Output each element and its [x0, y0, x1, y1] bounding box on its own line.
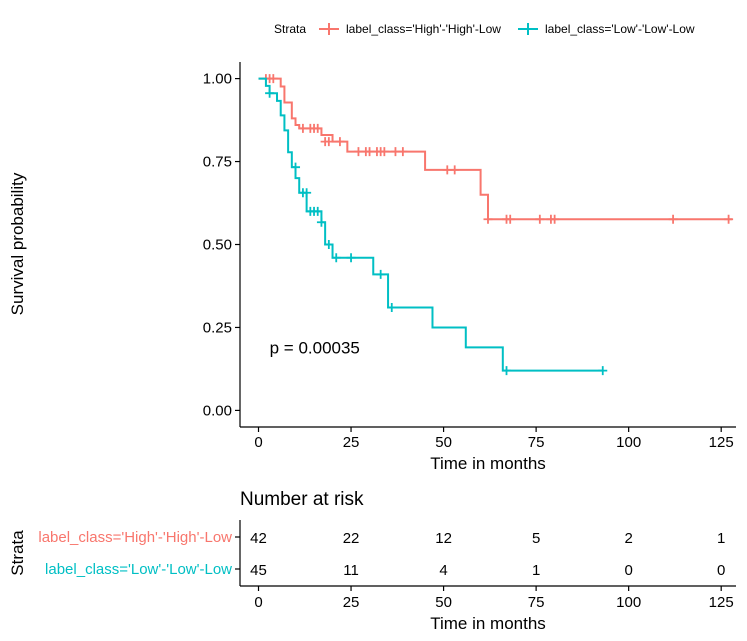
y-axis-title: Survival probability [8, 172, 27, 315]
risk-x-tick-label: 75 [528, 594, 545, 611]
x-tick-label: 100 [616, 434, 641, 451]
survival-curves [258, 74, 734, 376]
x-tick-label: 0 [254, 434, 262, 451]
censor-mark [502, 366, 512, 376]
legend-label-high: label_class='High'-'High'-Low [346, 22, 501, 36]
risk-x-ticks: 0 25 50 75 100 125 [254, 586, 734, 611]
censor-mark [265, 88, 275, 98]
legend-key-low [518, 23, 538, 35]
censor-mark [313, 123, 323, 133]
risk-count: 5 [532, 530, 540, 547]
censor-mark [324, 137, 334, 147]
risk-row-label: label_class='Low'-'Low'-Low [45, 561, 232, 578]
risk-count: 42 [250, 530, 267, 547]
censor-mark [668, 214, 678, 224]
risk-x-axis-title: Time in months [430, 614, 546, 633]
censor-mark [398, 147, 408, 157]
risk-x-tick-label: 0 [254, 594, 262, 611]
risk-table: Number at risk label_class='High'-'High'… [8, 489, 736, 633]
p-value-annotation: p = 0.00035 [270, 338, 360, 357]
censor-mark [376, 269, 386, 279]
censor-mark [331, 253, 341, 263]
risk-count: 2 [624, 530, 632, 547]
censor-mark [550, 214, 560, 224]
risk-x-tick-label: 50 [435, 594, 452, 611]
risk-count: 11 [343, 562, 359, 579]
x-tick-label: 75 [528, 434, 545, 451]
censor-mark [450, 165, 460, 175]
censor-mark [724, 214, 734, 224]
y-tick-label: 0.00 [203, 402, 232, 419]
legend-label-low: label_class='Low'-'Low'-Low [545, 22, 695, 36]
censor-mark [313, 206, 323, 216]
legend: Strata label_class='High'-'High'-Low lab… [274, 22, 695, 36]
censor-mark [535, 214, 545, 224]
censor-mark [346, 253, 356, 263]
risk-x-tick-label: 100 [616, 594, 641, 611]
censor-mark [324, 240, 334, 249]
risk-count: 1 [717, 530, 725, 547]
survival-plot-panel: 0.00 0.25 0.50 0.75 1.00 0 25 50 75 100 125 p = 0… [8, 62, 736, 473]
risk-table-title: Number at risk [240, 489, 364, 510]
risk-count: 1 [532, 562, 540, 579]
censor-mark [316, 217, 326, 227]
y-tick-label: 0.25 [203, 319, 232, 336]
censor-mark [302, 188, 312, 198]
legend-title: Strata [274, 22, 306, 36]
censor-mark [505, 214, 515, 224]
x-tick-label: 25 [343, 434, 360, 451]
survival-curve-low [258, 77, 603, 372]
y-tick-label: 1.00 [203, 71, 232, 88]
legend-key-high [319, 23, 339, 35]
censor-mark [483, 214, 493, 224]
risk-count: 4 [439, 562, 447, 579]
x-axis-title: Time in months [430, 454, 546, 473]
censor-mark [335, 137, 345, 147]
survival-curve-high [258, 77, 733, 221]
y-ticks: 0.00 0.25 0.50 0.75 1.00 [203, 71, 240, 419]
censor-mark [598, 366, 608, 376]
risk-count: 45 [250, 562, 267, 579]
risk-count: 0 [717, 562, 725, 579]
risk-x-tick-label: 25 [343, 594, 360, 611]
risk-rows: label_class='High'-'High'-Low 42 22 12 5 2 1 la… [38, 529, 725, 579]
risk-count: 0 [624, 562, 632, 579]
x-ticks: 0 25 50 75 100 125 [254, 427, 734, 451]
censor-mark [291, 162, 301, 172]
censor-mark [379, 147, 389, 157]
risk-x-tick-label: 125 [709, 594, 734, 611]
x-tick-label: 125 [709, 434, 734, 451]
risk-count: 22 [343, 530, 360, 547]
risk-count: 12 [435, 530, 452, 547]
censor-mark [387, 303, 397, 313]
x-tick-label: 50 [435, 434, 452, 451]
y-tick-label: 0.50 [203, 237, 232, 254]
risk-row-label: label_class='High'-'High'-Low [38, 529, 232, 546]
y-tick-label: 0.75 [203, 154, 232, 171]
risk-y-axis-title: Strata [8, 530, 27, 576]
censor-mark [268, 74, 278, 84]
